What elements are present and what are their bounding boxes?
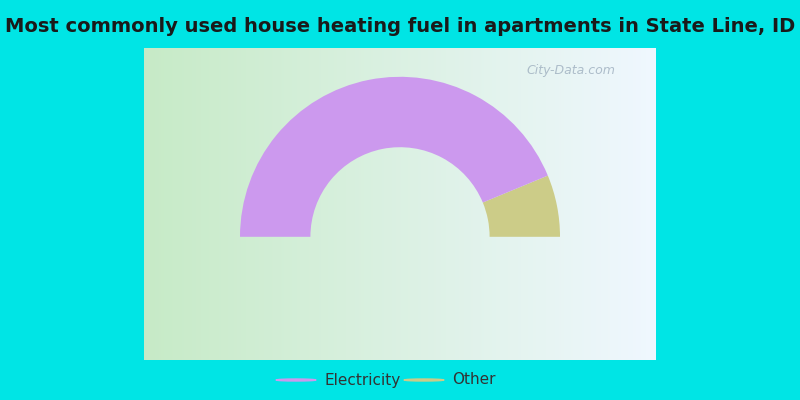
Text: Electricity: Electricity: [324, 372, 400, 388]
Text: Most commonly used house heating fuel in apartments in State Line, ID: Most commonly used house heating fuel in…: [5, 17, 795, 36]
Wedge shape: [240, 77, 548, 237]
Text: Other: Other: [452, 372, 495, 388]
Circle shape: [276, 379, 316, 381]
Wedge shape: [482, 176, 560, 237]
Text: City-Data.com: City-Data.com: [526, 64, 615, 77]
Circle shape: [404, 379, 444, 381]
